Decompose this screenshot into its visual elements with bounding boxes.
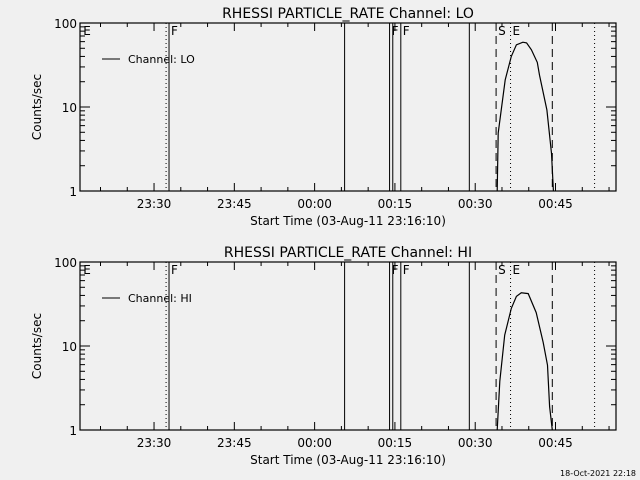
event-marker-label: E [83,24,91,38]
y-tick-label: 10 [62,340,77,354]
x-tick-label: 23:45 [217,197,252,211]
event-marker-label: E [513,24,521,38]
y-tick-label: 10 [62,101,77,115]
x-tick-label: 00:15 [378,197,413,211]
event-marker-label: E [513,263,521,277]
x-tick-label: 00:00 [297,197,332,211]
x-tick-label: 00:45 [538,197,573,211]
y-tick-label: 100 [54,17,77,31]
x-axis-label: Start Time (03-Aug-11 23:16:10) [250,214,446,228]
event-marker-label: S [498,24,506,38]
chart-title: RHESSI PARTICLE_RATE Channel: LO [222,6,474,22]
y-tick-label: 100 [54,256,77,270]
plot-frame [79,261,617,431]
event-marker-label: F [392,263,399,277]
event-marker-label: F [403,263,410,277]
x-tick-label: 00:30 [458,436,493,450]
x-tick-label: 00:15 [378,436,413,450]
chart-title: RHESSI PARTICLE_RATE Channel: HI [224,245,472,261]
event-marker-label: F [171,24,178,38]
legend-label: Channel: HI [128,292,192,305]
plot-timestamp: 18-Oct-2021 22:18 [560,469,636,478]
event-marker-label: S [498,263,506,277]
x-tick-label: 00:45 [538,436,573,450]
y-axis-label: Counts/sec [30,74,44,140]
y-axis-label: Counts/sec [30,313,44,379]
x-tick-label: 23:30 [137,197,172,211]
series-line [496,41,554,192]
legend-label: Channel: LO [128,53,195,66]
chart-panel-1: RHESSI PARTICLE_RATE Channel: HI 1 10 100 Co… [30,245,617,467]
y-tick-label: 1 [69,424,77,438]
x-tick-label: 23:30 [137,436,172,450]
event-marker-label: F [392,24,399,38]
x-axis-label: Start Time (03-Aug-11 23:16:10) [250,453,446,467]
plot-frame [79,22,617,192]
chart-panel-0: RHESSI PARTICLE_RATE Channel: LO 1 10 100 Co… [30,6,617,228]
y-tick-label: 1 [69,185,77,199]
event-marker-label: E [83,263,91,277]
series-line [496,292,553,431]
x-tick-label: 23:45 [217,436,252,450]
x-tick-label: 00:00 [297,436,332,450]
event-marker-label: F [171,263,178,277]
x-tick-label: 00:30 [458,197,493,211]
event-marker-label: F [403,24,410,38]
